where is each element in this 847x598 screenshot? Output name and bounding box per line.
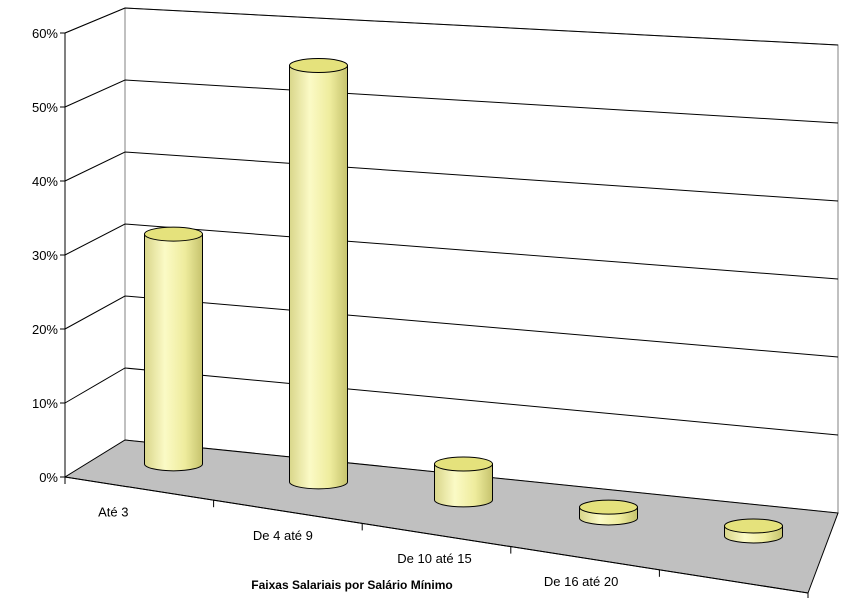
bar-top <box>724 518 783 534</box>
gridline <box>64 223 839 280</box>
x-tick-label: De 4 até 9 <box>253 528 313 543</box>
y-axis: 0% 10% 20% 30% 40% 50% 60% <box>32 26 66 485</box>
bar <box>144 226 203 472</box>
y-tick-label: 40% <box>32 174 58 189</box>
bar-top <box>144 226 203 242</box>
y-tick-label: 0% <box>39 470 58 485</box>
bar-body <box>289 65 348 490</box>
y-tick-label: 30% <box>32 248 58 263</box>
x-tick-label: De 16 até 20 <box>544 574 618 589</box>
bar <box>579 499 638 526</box>
bar <box>434 456 493 508</box>
x-tick-label: De 10 até 15 <box>397 551 471 566</box>
x-axis-line <box>64 476 809 594</box>
gridlines <box>64 7 839 436</box>
gridline <box>64 367 839 436</box>
y-tick-label: 50% <box>32 100 58 115</box>
bar-body <box>434 463 493 508</box>
gridline <box>64 79 839 124</box>
bar-top <box>579 499 638 515</box>
bars <box>144 58 783 544</box>
gridline <box>64 151 839 202</box>
back-wall <box>124 7 839 514</box>
bar-body <box>144 233 203 472</box>
gridline <box>64 7 839 46</box>
bar-top <box>289 58 348 74</box>
side-wall <box>64 7 126 478</box>
y-tick-label: 10% <box>32 396 58 411</box>
gridline <box>64 295 839 358</box>
x-axis-title: Faixas Salariais por Salário Mínimo <box>251 578 452 592</box>
y-tick-label: 60% <box>32 26 58 41</box>
x-tick-label: Até 3 <box>98 505 128 520</box>
bar <box>289 58 348 490</box>
bar-top <box>434 456 493 472</box>
y-tick-label: 20% <box>32 322 58 337</box>
bar <box>724 518 783 544</box>
